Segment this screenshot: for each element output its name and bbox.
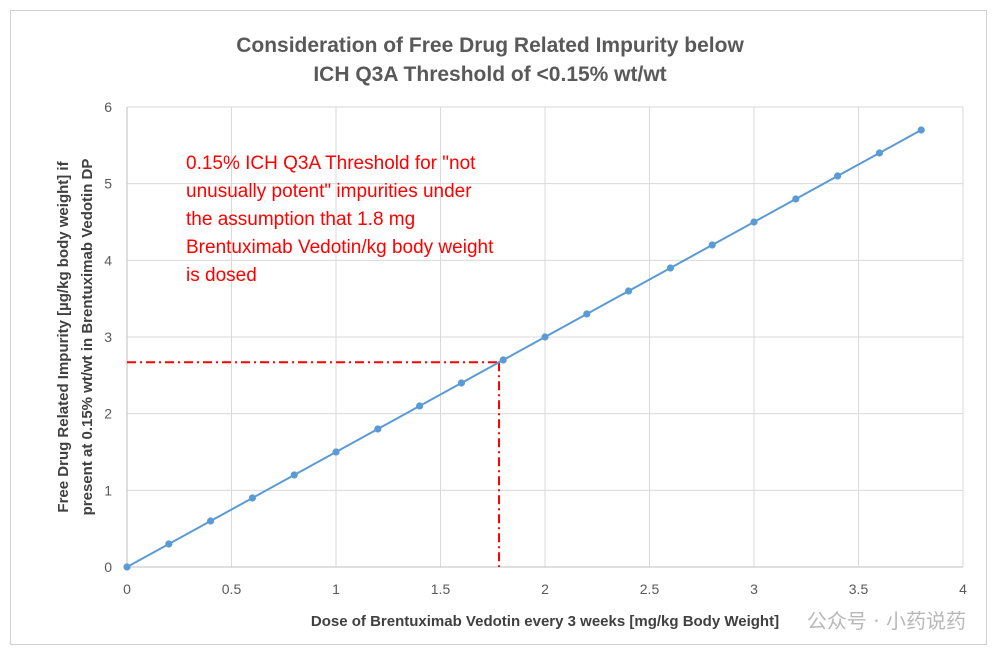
reference-lines: [127, 361, 501, 567]
axes: [126, 107, 963, 568]
x-tick-label: 2.5: [640, 581, 660, 597]
data-point: [708, 241, 716, 249]
watermark: 公众号 · 小药说药: [807, 609, 966, 633]
x-tick-label: 1: [332, 581, 340, 597]
annotation-line-5: is dosed: [186, 265, 257, 286]
data-point: [416, 402, 424, 410]
data-point: [332, 448, 340, 456]
data-point: [457, 379, 465, 387]
tick-labels: 0 0.5 1 1.5 2 2.5 3 3.5 4 0 1 2 3 4 5 6: [104, 99, 967, 597]
y-axis-label-line-1: Free Drug Related Impurity [µg/kg body w…: [55, 160, 72, 512]
x-tick-label: 3.5: [849, 581, 869, 597]
data-point: [499, 356, 507, 364]
data-point: [750, 218, 758, 226]
x-tick-label: 1.5: [431, 581, 451, 597]
threshold-annotation: 0.15% ICH Q3A Threshold for "not unusual…: [186, 153, 494, 286]
x-tick-label: 2: [541, 581, 549, 597]
y-tick-label: 6: [104, 99, 112, 115]
annotation-line-2: unusually potent" impurities under: [186, 181, 472, 202]
data-point: [875, 149, 884, 157]
x-axis-label: Dose of Brentuximab Vedotin every 3 week…: [311, 613, 779, 630]
y-tick-label: 5: [104, 176, 112, 192]
annotation-line-3: the assumption that 1.8 mg: [186, 209, 415, 230]
y-tick-label: 1: [104, 482, 112, 498]
data-series: [123, 126, 925, 571]
y-tick-label: 4: [104, 252, 112, 268]
data-point: [123, 563, 131, 571]
data-point: [666, 264, 675, 272]
data-point: [207, 517, 215, 525]
data-point: [625, 287, 633, 295]
chart-title-line-2: ICH Q3A Threshold of <0.15% wt/wt: [313, 63, 666, 86]
data-point: [374, 425, 382, 433]
y-tick-label: 0: [104, 559, 112, 575]
data-point: [917, 126, 925, 134]
y-tick-label: 3: [104, 329, 112, 345]
annotation-line-4: Brentuximab Vedotin/kg body weight: [186, 237, 494, 258]
data-point: [165, 540, 173, 548]
data-point: [792, 195, 800, 203]
x-tick-label: 0.5: [222, 581, 242, 597]
data-point: [290, 471, 298, 479]
chart-title-line-1: Consideration of Free Drug Related Impur…: [236, 34, 744, 57]
data-point: [834, 172, 842, 180]
x-tick-label: 3: [750, 581, 758, 597]
data-point: [583, 310, 591, 318]
y-axis-label-line-2: present at 0.15% wt/wt in Brentuximab Ve…: [79, 159, 96, 516]
x-tick-label: 0: [123, 581, 131, 597]
y-tick-label: 2: [104, 406, 112, 422]
data-point: [541, 333, 549, 341]
annotation-line-1: 0.15% ICH Q3A Threshold for "not: [186, 153, 476, 174]
data-point: [248, 494, 256, 502]
x-tick-label: 4: [959, 581, 967, 597]
series-line: [126, 129, 922, 568]
